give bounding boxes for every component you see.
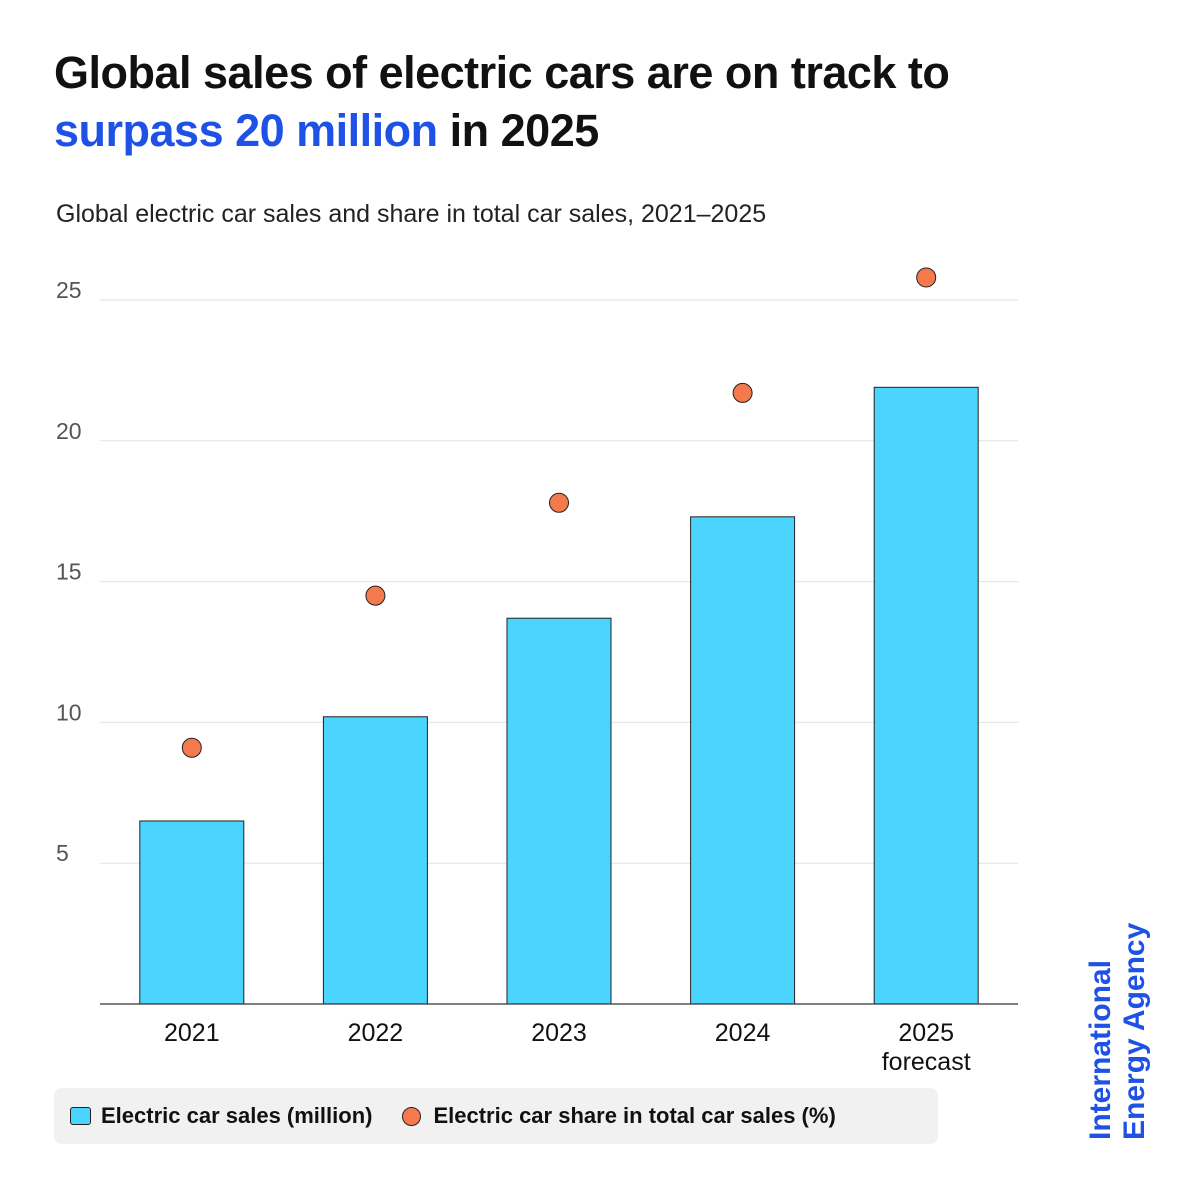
dot-2023 — [549, 492, 569, 513]
title-accent: surpass 20 million — [54, 105, 438, 156]
y-tick-label-15: 15 — [56, 559, 82, 585]
legend-label-sales: Electric car sales (million) — [101, 1103, 373, 1128]
y-tick-label-20: 20 — [56, 418, 82, 444]
bar-2023 — [506, 617, 612, 1005]
x-tick-label-2024: 2024 — [715, 1019, 771, 1047]
legend-swatch-dot — [402, 1106, 422, 1126]
bar-2021 — [139, 820, 245, 1005]
dot-2022 — [365, 585, 386, 606]
chart-subtitle: Global electric car sales and share in t… — [56, 200, 767, 228]
brand-line1: International — [1084, 959, 1117, 1140]
dot-2025 — [916, 267, 937, 288]
chart-title: Global sales of electric cars are on tra… — [54, 44, 1094, 160]
x-tick-sublabel-2025: forecast — [882, 1048, 971, 1076]
x-tick-label-2022: 2022 — [348, 1019, 404, 1047]
bar-2022 — [322, 716, 428, 1005]
bar-2024 — [690, 516, 796, 1005]
x-tick-label-2021: 2021 — [164, 1019, 220, 1047]
title-part2: in 2025 — [437, 105, 600, 156]
x-tick-label-2025: 2025 — [898, 1019, 954, 1047]
legend-item-share: Electric car share in total car sales (%… — [402, 1103, 836, 1129]
legend-item-sales: Electric car sales (million) — [70, 1103, 372, 1129]
y-tick-label-10: 10 — [56, 699, 82, 725]
dot-2021 — [181, 737, 202, 758]
y-tick-label-25: 25 — [56, 277, 82, 303]
dot-2024 — [732, 382, 753, 403]
chart-legend: Electric car sales (million) Electric ca… — [54, 1088, 938, 1144]
title-part1: Global sales of electric cars are on tra… — [54, 47, 950, 98]
brand-line2: Energy Agency — [1118, 922, 1151, 1140]
legend-label-share: Electric car share in total car sales (%… — [433, 1103, 836, 1128]
iea-logo: International Energy Agency — [1084, 923, 1152, 1140]
y-tick-label-5: 5 — [56, 840, 69, 866]
legend-swatch-bar — [70, 1107, 91, 1125]
x-tick-label-2023: 2023 — [531, 1019, 587, 1047]
bar-2025 — [873, 386, 979, 1005]
